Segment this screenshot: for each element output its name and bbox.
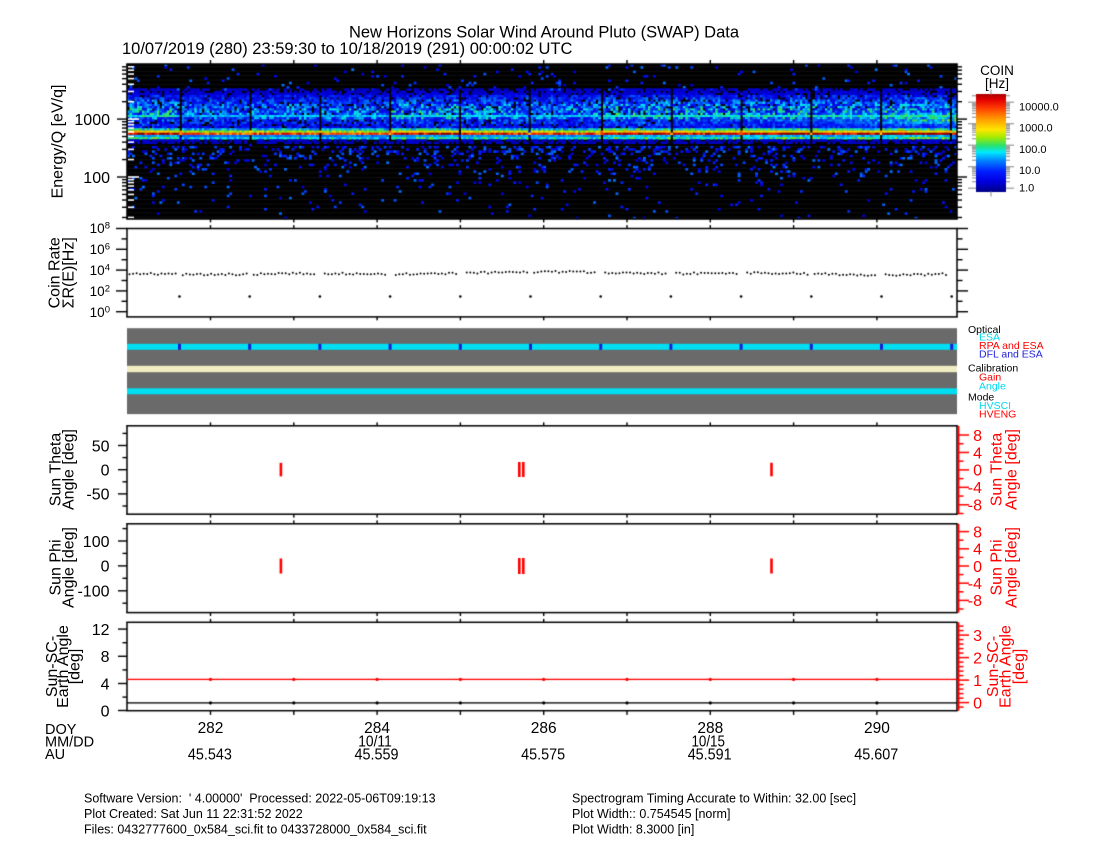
svg-text:-8: -8 — [968, 498, 982, 515]
svg-text:Sun Phi: Sun Phi — [989, 539, 1006, 595]
svg-text:Angle [deg]: Angle [deg] — [1004, 527, 1021, 608]
svg-text:Files: 0432777600_0x584_sci.fi: Files: 0432777600_0x584_sci.fit to 04337… — [84, 822, 427, 836]
svg-text:10.0: 10.0 — [1019, 165, 1040, 177]
svg-text:100: 100 — [83, 170, 110, 187]
svg-text:DFL and ESA: DFL and ESA — [979, 349, 1043, 361]
svg-text:3: 3 — [973, 628, 982, 645]
svg-text:1000.0: 1000.0 — [1019, 123, 1053, 135]
svg-text:45.543: 45.543 — [188, 746, 232, 763]
svg-text:Sun-SC-: Sun-SC- — [44, 636, 61, 697]
svg-text:286: 286 — [531, 720, 557, 737]
svg-text:282: 282 — [198, 720, 224, 737]
svg-text:12: 12 — [92, 622, 110, 639]
svg-text:Plot Width: 8.3000 [in]: Plot Width: 8.3000 [in] — [572, 822, 694, 836]
svg-text:0: 0 — [101, 559, 110, 576]
svg-text:[Hz]: [Hz] — [985, 76, 1009, 91]
svg-text:100: 100 — [83, 534, 110, 551]
svg-text:[deg]: [deg] — [66, 649, 83, 685]
svg-text:Sun Theta: Sun Theta — [47, 433, 64, 507]
svg-text:8: 8 — [973, 428, 982, 445]
svg-text:4: 4 — [973, 445, 982, 462]
svg-text:0: 0 — [973, 559, 982, 576]
svg-text:AU: AU — [45, 747, 65, 763]
svg-text:Earth Angle: Earth Angle — [55, 625, 72, 708]
svg-text:Angle [deg]: Angle [deg] — [60, 527, 77, 608]
svg-text:4: 4 — [973, 542, 982, 559]
svg-text:Sun Phi: Sun Phi — [47, 539, 64, 595]
svg-text:Mode: Mode — [968, 392, 994, 404]
svg-text:0: 0 — [101, 463, 110, 480]
svg-text:Coin Rate: Coin Rate — [46, 237, 63, 308]
svg-text:10/07/2019 (280) 23:59:30 to 1: 10/07/2019 (280) 23:59:30 to 10/18/2019 … — [122, 40, 572, 58]
svg-text:-50: -50 — [86, 487, 109, 504]
svg-text:8: 8 — [973, 524, 982, 541]
svg-text:Gain: Gain — [979, 372, 1001, 384]
svg-text:0: 0 — [101, 703, 110, 720]
svg-text:New Horizons Solar Wind Around: New Horizons Solar Wind Around Pluto (SW… — [349, 24, 740, 42]
svg-text:Software Version: ' 4.00000': Software Version: ' 4.00000' Processed: … — [84, 792, 436, 806]
svg-text:104: 104 — [90, 263, 110, 279]
svg-text:HVSCI: HVSCI — [979, 400, 1011, 412]
svg-text:108: 108 — [90, 221, 110, 237]
svg-text:Angle: Angle — [979, 381, 1006, 393]
svg-text:288: 288 — [697, 720, 723, 737]
svg-text:290: 290 — [864, 720, 890, 737]
svg-text:Angle [deg]: Angle [deg] — [1004, 429, 1021, 510]
svg-text:Sun Theta: Sun Theta — [989, 433, 1006, 507]
svg-text:10/11: 10/11 — [358, 733, 392, 750]
svg-text:Plot Width:: 0.754545 [norm]: Plot Width:: 0.754545 [norm] — [572, 807, 730, 821]
svg-text:-4: -4 — [968, 576, 982, 593]
svg-text:0: 0 — [973, 695, 982, 712]
svg-text:1: 1 — [973, 673, 982, 690]
svg-text:45.575: 45.575 — [521, 746, 565, 763]
svg-text:284: 284 — [364, 720, 390, 737]
svg-text:Sun-SC-: Sun-SC- — [985, 636, 1002, 697]
svg-text:-8: -8 — [968, 593, 982, 610]
svg-text:MM/DD: MM/DD — [45, 735, 94, 751]
svg-text:DOY: DOY — [45, 722, 77, 738]
svg-text:Optical: Optical — [968, 324, 1001, 336]
svg-text:2: 2 — [973, 650, 982, 667]
svg-text:Earth Angle: Earth Angle — [998, 625, 1015, 708]
svg-text:4: 4 — [101, 676, 110, 693]
svg-text:102: 102 — [90, 283, 110, 299]
svg-text:Energy/Q [eV/q]: Energy/Q [eV/q] — [50, 85, 67, 199]
svg-text:[deg]: [deg] — [1011, 649, 1028, 685]
svg-text:106: 106 — [90, 242, 110, 258]
svg-text:8: 8 — [101, 649, 110, 666]
svg-text:10000.0: 10000.0 — [1019, 102, 1059, 114]
svg-text:0: 0 — [973, 463, 982, 480]
svg-text:COIN: COIN — [980, 63, 1014, 78]
svg-text:Calibration: Calibration — [968, 363, 1018, 375]
svg-text:1.0: 1.0 — [1019, 182, 1034, 194]
svg-text:HVENG: HVENG — [979, 409, 1016, 421]
svg-text:45.559: 45.559 — [355, 746, 399, 763]
svg-text:45.607: 45.607 — [854, 746, 898, 763]
svg-text:Spectrogram Timing Accurate to: Spectrogram Timing Accurate to Within: 3… — [572, 792, 856, 806]
svg-text:45.591: 45.591 — [688, 746, 732, 763]
svg-text:ESA: ESA — [979, 332, 1000, 344]
svg-text:RPA and ESA: RPA and ESA — [979, 340, 1044, 352]
svg-text:50: 50 — [92, 438, 110, 455]
svg-text:1000: 1000 — [74, 112, 110, 129]
svg-text:Angle [deg]: Angle [deg] — [60, 429, 77, 510]
svg-text:10/15: 10/15 — [691, 733, 725, 750]
svg-text:Plot Created: Sat Jun 11 22:31: Plot Created: Sat Jun 11 22:31:52 2022 — [84, 807, 303, 821]
svg-text:100: 100 — [90, 304, 110, 320]
svg-text:-4: -4 — [968, 480, 982, 497]
svg-text:ΣR(E)[Hz]: ΣR(E)[Hz] — [60, 237, 77, 308]
svg-text:-100: -100 — [77, 584, 109, 601]
svg-text:100.0: 100.0 — [1019, 144, 1047, 156]
